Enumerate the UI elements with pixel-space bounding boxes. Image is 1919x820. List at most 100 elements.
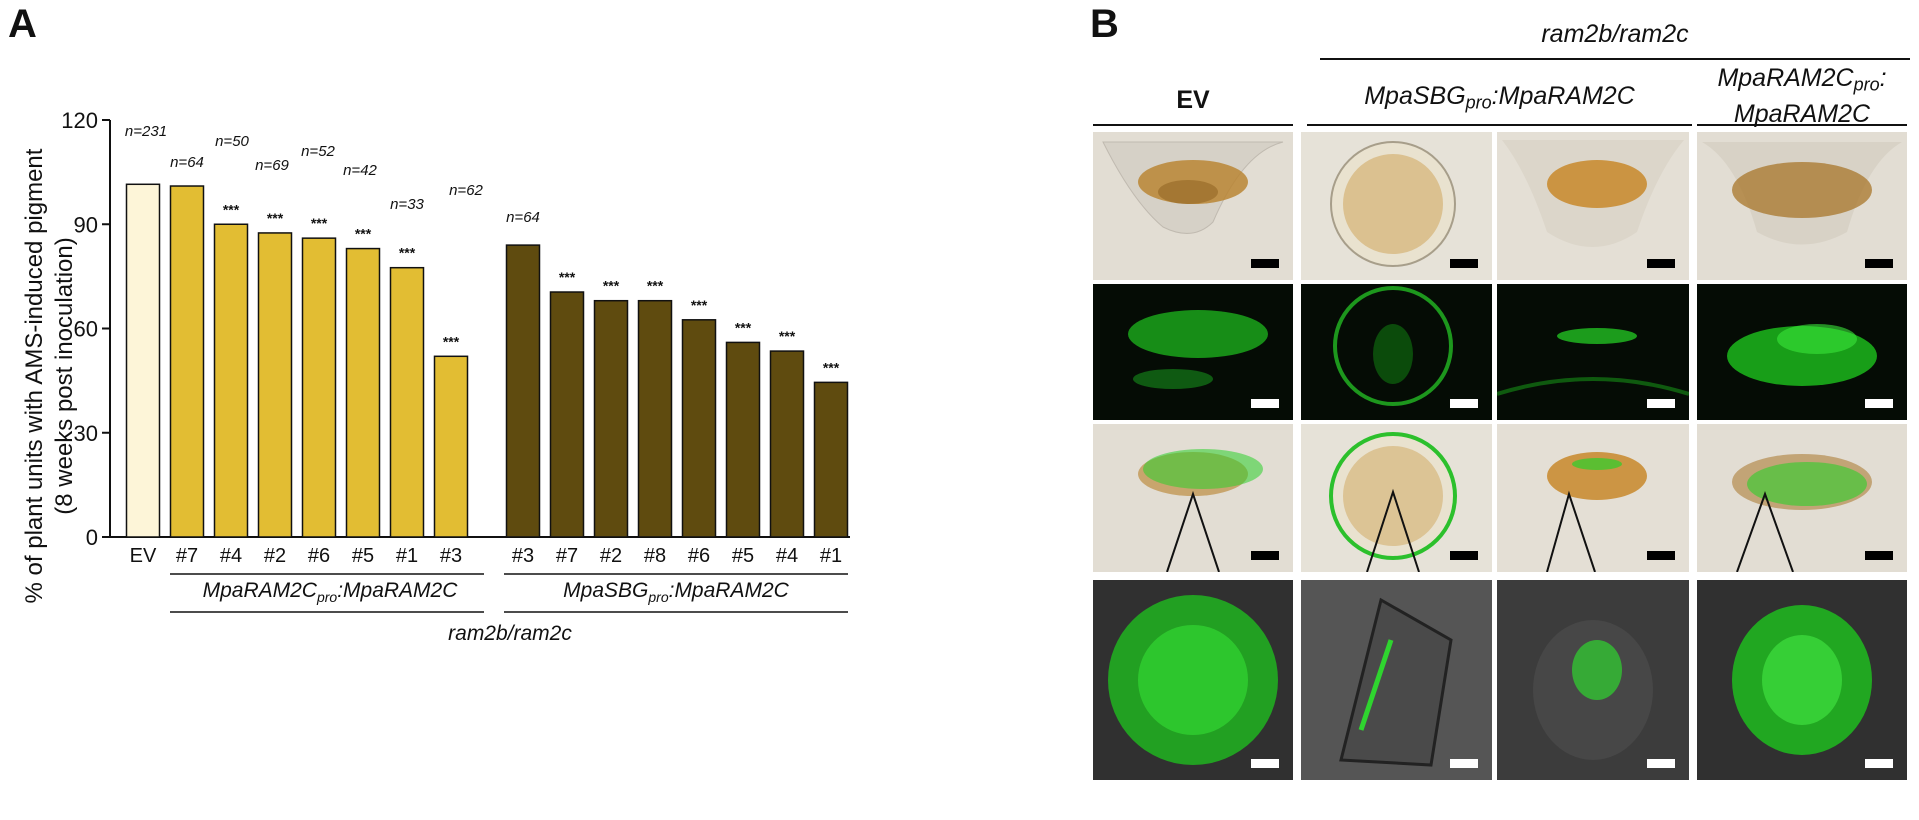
micrograph-r2-c4 — [1697, 284, 1907, 420]
y-tick-label: 0 — [86, 525, 98, 550]
scale-bar — [1647, 759, 1675, 768]
scale-bar — [1251, 759, 1279, 768]
col-header-ram2c-line — [1697, 124, 1907, 126]
y-tick-label: 60 — [74, 317, 98, 342]
bar — [125, 183, 161, 538]
group-label-sbg-gene: MpaSBG — [563, 579, 648, 602]
micrograph-r3-c2-art — [1301, 424, 1492, 572]
micrograph-r4-c3-art — [1497, 580, 1689, 780]
n-label: n=64 — [170, 154, 204, 171]
micrograph-r4-c1-art — [1093, 580, 1293, 780]
x-tick-label: #8 — [644, 545, 666, 567]
x-tick-label: #4 — [220, 545, 242, 567]
significance-marker: *** — [691, 297, 708, 313]
col-header-sbg-target: :MpaRAM2C — [1491, 82, 1635, 110]
group-label-ram2c: MpaRAM2Cpro:MpaRAM2C — [203, 579, 459, 605]
scale-bar — [1647, 259, 1675, 268]
col-header-sbg-line — [1307, 124, 1692, 126]
micrograph-r4-c4-art — [1697, 580, 1907, 780]
micrograph-r1-c2 — [1301, 132, 1492, 280]
bar — [169, 185, 205, 538]
col-header-ram2c-line-1: MpaRAM2Cpro: — [1697, 64, 1907, 100]
x-tick-label: #6 — [688, 545, 710, 567]
bar — [213, 223, 249, 538]
micrograph-r4-c2-art — [1301, 580, 1492, 780]
scale-bar — [1647, 399, 1675, 408]
bar-chart-marks: 0 30 60 90 120 EV #7 #4 *** #2 *** #6 *** #5 *** #1 *** #… — [61, 108, 850, 645]
n-label: n=64 — [506, 209, 540, 226]
x-tick-label: #3 — [512, 545, 534, 567]
x-tick-label: #5 — [732, 545, 754, 567]
n-label: n=42 — [343, 162, 377, 179]
significance-marker: *** — [559, 269, 576, 285]
y-tick-label: 120 — [61, 108, 98, 133]
x-tick-label: #6 — [308, 545, 330, 567]
group-label-ram2c-target: :MpaRAM2C — [337, 579, 458, 602]
significance-marker: *** — [311, 215, 328, 231]
significance-marker: *** — [223, 201, 240, 217]
micrograph-r4-c2 — [1301, 580, 1492, 780]
micrograph-r4-c3 — [1497, 580, 1689, 780]
panel-a-letter: A — [8, 2, 37, 46]
x-tick-label: EV — [130, 545, 157, 567]
scale-bar — [1251, 399, 1279, 408]
bar — [813, 381, 849, 538]
col-header-ev-line — [1093, 124, 1293, 126]
col-header-ram2c-sub: pro — [1853, 74, 1880, 95]
col-header-ram2c-line-2: MpaRAM2C — [1733, 99, 1871, 128]
n-label: n=69 — [255, 157, 289, 174]
micrograph-r1-c2-art — [1301, 132, 1492, 280]
scale-bar — [1450, 259, 1478, 268]
n-label: n=33 — [390, 196, 424, 213]
micrograph-r2-c4-art — [1697, 284, 1907, 420]
significance-marker: *** — [647, 278, 664, 294]
x-tick-label: #1 — [820, 545, 842, 567]
y-tick-label: 30 — [74, 421, 98, 446]
scale-bar — [1450, 399, 1478, 408]
bar — [681, 319, 717, 538]
scale-bar — [1647, 551, 1675, 560]
n-label: n=231 — [125, 123, 167, 140]
scale-bar — [1251, 259, 1279, 268]
x-tick-label: #7 — [176, 545, 198, 567]
scale-bar — [1865, 259, 1893, 268]
col-header-sbg-sub: pro — [1465, 92, 1492, 113]
micrograph-r3-c4 — [1697, 424, 1907, 572]
bar — [257, 232, 293, 538]
col-header-sbg: MpaSBGpro:MpaRAM2C — [1307, 82, 1692, 114]
group-label-sbg-target: :MpaRAM2C — [669, 579, 790, 602]
x-tick-label: #2 — [264, 545, 286, 567]
significance-marker: *** — [779, 328, 796, 344]
top-genotype-line — [1320, 58, 1910, 60]
group-label-ram2c-sub: pro — [316, 589, 337, 605]
x-tick-label: #2 — [600, 545, 622, 567]
micrograph-r2-c3 — [1497, 284, 1689, 420]
micrograph-r3-c1-art — [1093, 424, 1293, 572]
col-header-sbg-gene: MpaSBG — [1364, 82, 1466, 110]
col-header-ram2c-colon: : — [1879, 64, 1887, 92]
bar — [637, 299, 673, 538]
bar — [345, 247, 381, 538]
micrograph-r3-c3 — [1497, 424, 1689, 572]
group-label-sbg: MpaSBGpro:MpaRAM2C — [563, 579, 789, 605]
scale-bar — [1865, 399, 1893, 408]
bar — [593, 299, 629, 538]
micrograph-r3-c2 — [1301, 424, 1492, 572]
significance-marker: *** — [443, 333, 460, 349]
x-tick-label: #4 — [776, 545, 798, 567]
group-label-ram2c-gene: MpaRAM2C — [203, 579, 318, 602]
micrograph-r2-c1-art — [1093, 284, 1293, 420]
significance-marker: *** — [399, 245, 416, 261]
x-tick-label: #1 — [396, 545, 418, 567]
group-label-bottom: ram2b/ram2c — [448, 622, 572, 645]
micrograph-r4-c4 — [1697, 580, 1907, 780]
micrograph-r2-c3-art — [1497, 284, 1689, 420]
n-label: n=62 — [449, 182, 483, 199]
col-header-ram2c-gene: MpaRAM2C — [1717, 64, 1854, 92]
micrograph-r2-c2 — [1301, 284, 1492, 420]
micrograph-r1-c4-art — [1697, 132, 1907, 280]
micrograph-r1-c1-art — [1093, 132, 1293, 280]
significance-marker: *** — [355, 226, 372, 242]
micrograph-r1-c3-art — [1497, 132, 1689, 280]
